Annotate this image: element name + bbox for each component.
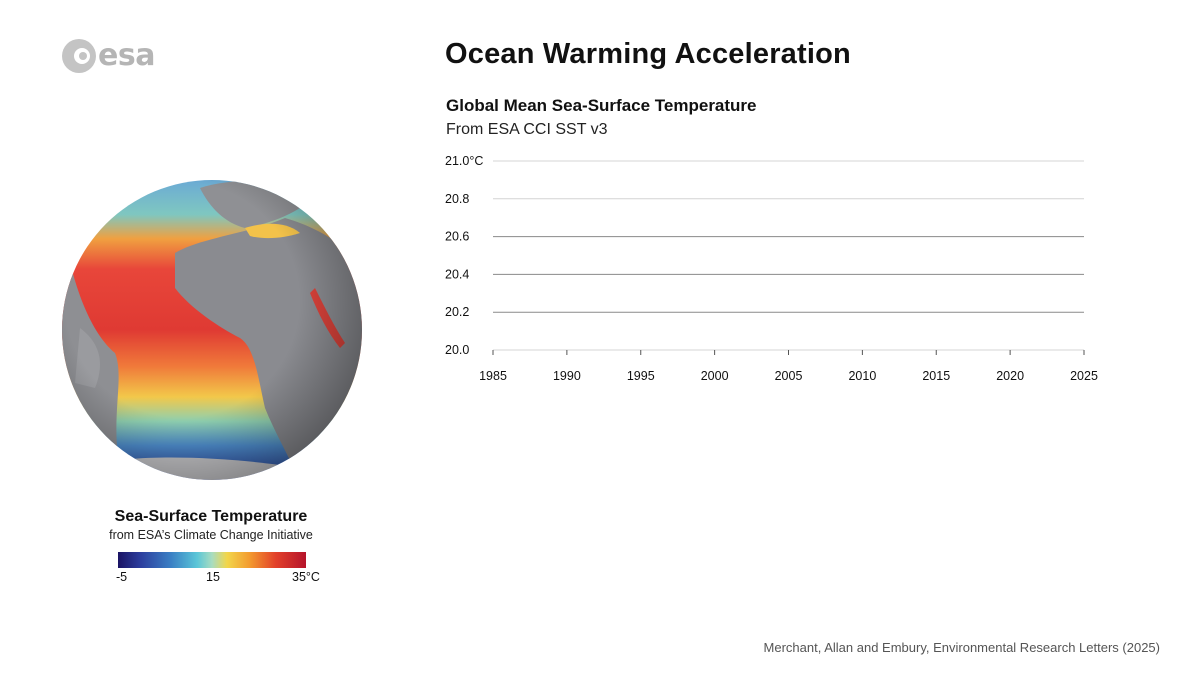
esa-logo: esa bbox=[62, 38, 155, 73]
x-tick-label: 1985 bbox=[479, 369, 507, 383]
x-tick-label: 2010 bbox=[848, 369, 876, 383]
y-tick-label: 20.6 bbox=[445, 230, 469, 244]
page-title: Ocean Warming Acceleration bbox=[445, 38, 851, 70]
y-tick-label: 20.8 bbox=[445, 192, 469, 206]
y-tick-label: 20.2 bbox=[445, 305, 469, 319]
sst-legend: Sea-Surface Temperature from ESA’s Clima… bbox=[100, 508, 322, 584]
legend-subtitle: from ESA’s Climate Change Initiative bbox=[109, 528, 313, 542]
x-tick-label: 2005 bbox=[775, 369, 803, 383]
temperature-colorbar bbox=[118, 552, 306, 568]
x-tick-label: 1990 bbox=[553, 369, 581, 383]
y-tick-label: 20.0 bbox=[445, 343, 469, 357]
legend-title: Sea-Surface Temperature bbox=[114, 508, 308, 525]
source-credit: Merchant, Allan and Embury, Environmenta… bbox=[763, 640, 1160, 655]
x-tick-label: 2020 bbox=[996, 369, 1024, 383]
chart-title: Global Mean Sea-Surface Temperature bbox=[446, 96, 757, 115]
colorbar-max-label: 35°C bbox=[292, 570, 320, 584]
x-tick-label: 2025 bbox=[1070, 369, 1098, 383]
y-tick-label: 20.4 bbox=[445, 267, 469, 281]
x-tick-label: 1995 bbox=[627, 369, 655, 383]
colorbar-min-label: -5 bbox=[116, 570, 128, 584]
x-tick-label: 2000 bbox=[701, 369, 729, 383]
y-tick-label: 21.0°C bbox=[445, 154, 483, 168]
globe-sst-map bbox=[62, 180, 362, 480]
x-tick-label: 2015 bbox=[922, 369, 950, 383]
colorbar-mid-label: 15 bbox=[206, 570, 220, 584]
chart-subtitle: From ESA CCI SST v3 bbox=[446, 121, 608, 138]
esa-logo-icon bbox=[62, 38, 96, 73]
esa-logo-text: esa bbox=[98, 38, 155, 73]
